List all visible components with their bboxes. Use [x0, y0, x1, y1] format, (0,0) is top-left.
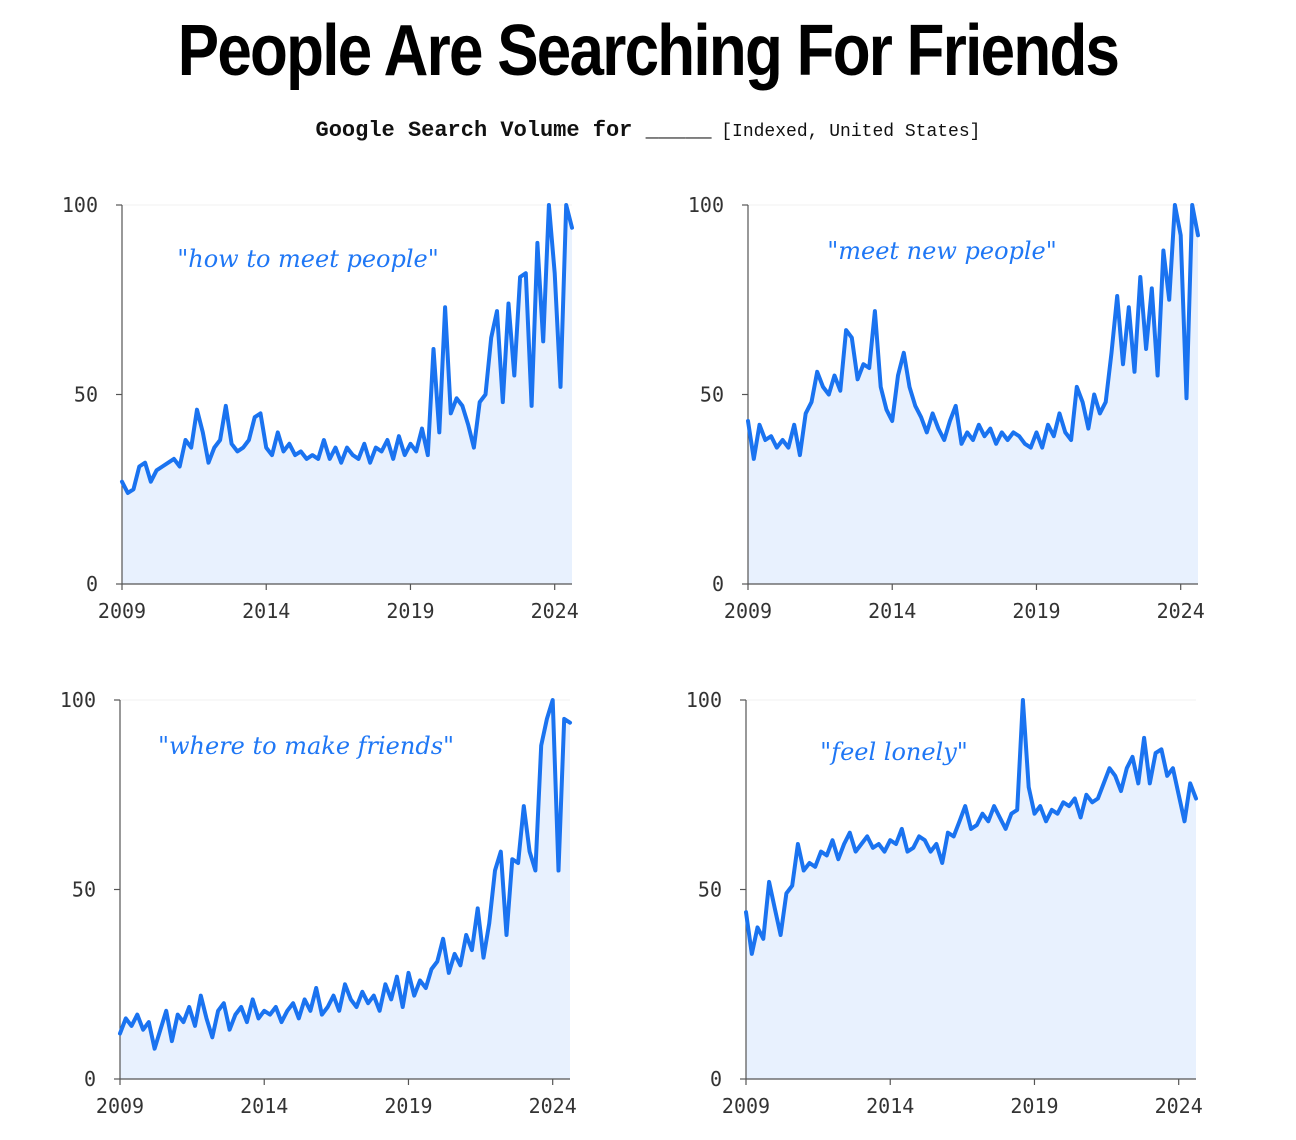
- y-tick-label-0: 0: [712, 572, 724, 596]
- y-tick-label-0: 0: [84, 1067, 96, 1091]
- x-tick-label-2024: 2024: [531, 599, 579, 623]
- x-tick-label-2019: 2019: [1012, 599, 1060, 623]
- series-line: [118, 698, 572, 1051]
- chart-feel-lonely: 0 50 100 2009 2014 2019 2024 "feel lonely": [686, 688, 1203, 1118]
- area-fill: [746, 700, 1196, 1079]
- x-tick-label-2019: 2019: [1010, 1094, 1058, 1118]
- page-title: People Are Searching For Friends: [177, 11, 1120, 91]
- series-line: [746, 203, 1200, 461]
- x-tick-label-2014: 2014: [868, 599, 916, 623]
- chart-where-to-make-friends: 0 50 100 2009 2014 2019 2024 "where to make fri…: [60, 688, 577, 1118]
- y-tick-label-50: 50: [72, 878, 96, 902]
- page-subtitle: Google Search Volume for _____ [Indexed,…: [0, 118, 1296, 143]
- series-label-meet-new-people: "meet new people": [827, 237, 1057, 265]
- x-tick-label-2024: 2024: [1157, 599, 1205, 623]
- y-tick-label-50: 50: [74, 383, 98, 407]
- y-tick-label-100: 100: [60, 688, 96, 712]
- series-line: [120, 203, 574, 495]
- chart-how-to-meet-people: 0 50 100 2009 2014 2019 2024 "how to meet peopl…: [62, 193, 579, 623]
- series-label-where-to-make-friends: "where to make friends": [158, 732, 454, 760]
- x-tick-label-2009: 2009: [98, 599, 146, 623]
- x-tick-label-2024: 2024: [1155, 1094, 1203, 1118]
- x-tick-label-2024: 2024: [529, 1094, 577, 1118]
- area-fill: [120, 700, 570, 1079]
- series-label-how-to-meet-people: "how to meet people": [177, 245, 439, 273]
- subtitle-note: [Indexed, United States]: [721, 122, 981, 142]
- x-tick-label-2014: 2014: [242, 599, 290, 623]
- chart-meet-new-people: 0 50 100 2009 2014 2019 2024 "meet new people": [688, 193, 1205, 623]
- x-tick-label-2019: 2019: [386, 599, 434, 623]
- x-tick-label-2009: 2009: [724, 599, 772, 623]
- y-tick-label-50: 50: [700, 383, 724, 407]
- x-tick-label-2014: 2014: [866, 1094, 914, 1118]
- y-tick-label-0: 0: [86, 572, 98, 596]
- y-tick-label-50: 50: [698, 878, 722, 902]
- series-label-feel-lonely: "feel lonely": [820, 738, 968, 766]
- y-tick-label-100: 100: [686, 688, 722, 712]
- subtitle-main: Google Search Volume for _____: [315, 118, 712, 143]
- y-tick-label-0: 0: [710, 1067, 722, 1091]
- series-line: [744, 698, 1198, 956]
- x-tick-label-2009: 2009: [722, 1094, 770, 1118]
- x-tick-label-2019: 2019: [384, 1094, 432, 1118]
- y-tick-label-100: 100: [688, 193, 724, 217]
- area-fill: [122, 205, 572, 584]
- y-tick-label-100: 100: [62, 193, 98, 217]
- x-tick-label-2014: 2014: [240, 1094, 288, 1118]
- area-fill: [748, 205, 1198, 584]
- x-tick-label-2009: 2009: [96, 1094, 144, 1118]
